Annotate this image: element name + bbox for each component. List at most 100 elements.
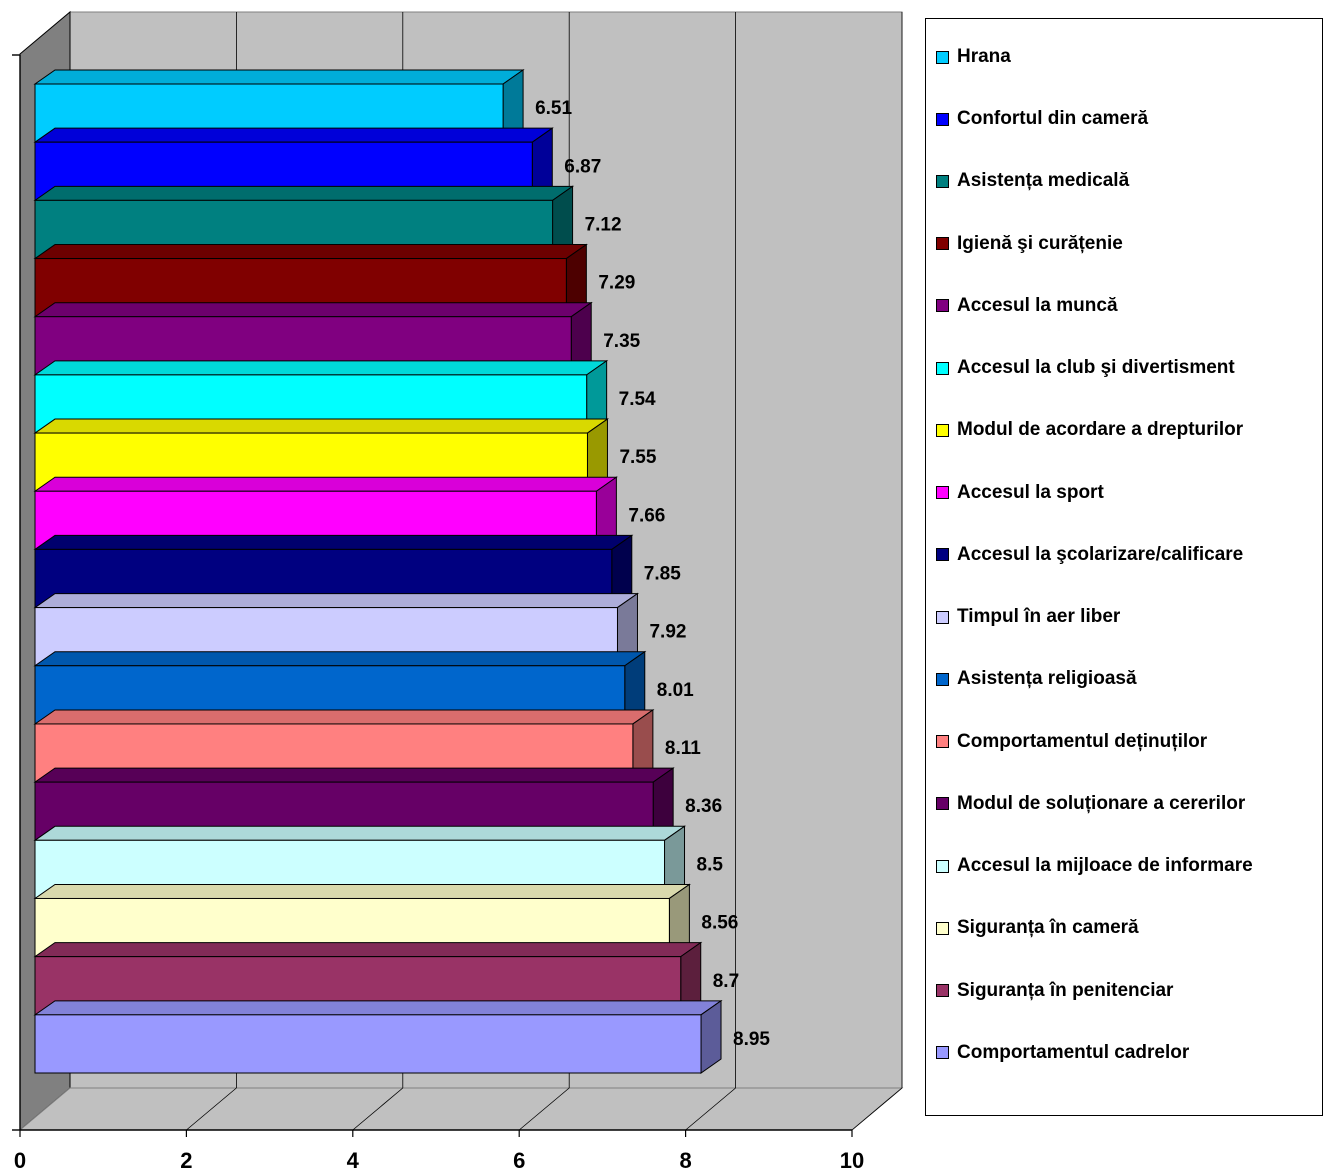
floor-gridline xyxy=(186,1087,237,1131)
data-label: 8.7 xyxy=(713,971,739,992)
legend-swatch xyxy=(936,548,949,562)
legend-item: Comportamentul cadrelor xyxy=(936,1041,1189,1065)
data-label: 7.12 xyxy=(585,214,622,235)
legend-swatch xyxy=(936,921,949,935)
chart-axes: 0 2 4 6 8 10 xyxy=(12,54,864,1173)
legend-item: Accesul la club şi divertisment xyxy=(936,356,1235,380)
legend-label: Modul de soluționare a cererilor xyxy=(957,792,1246,814)
legend-label: Accesul la muncă xyxy=(957,294,1118,316)
floor-gridline xyxy=(685,1087,736,1131)
bar-top xyxy=(33,709,655,725)
bar-top xyxy=(33,476,618,492)
floor-gridline xyxy=(851,1087,903,1131)
legend-label: Comportamentul deținuților xyxy=(957,730,1208,752)
chart-legend: Hrana Confortul din cameră Asistența medic… xyxy=(925,18,1323,1116)
bar-top xyxy=(33,1000,723,1016)
legend-swatch xyxy=(936,361,949,375)
bar-top xyxy=(33,534,634,550)
legend-label: Asistența medicală xyxy=(957,170,1130,192)
legend-item: Siguranța în penitenciar xyxy=(936,979,1173,1003)
data-label: 7.54 xyxy=(619,389,656,410)
legend-swatch xyxy=(936,735,949,749)
legend-label: Modul de acordare a drepturilor xyxy=(957,419,1244,441)
data-label: 8.11 xyxy=(665,738,701,759)
data-label: 8.56 xyxy=(701,913,738,934)
legend-item: Accesul la şcolarizare/calificare xyxy=(936,543,1243,567)
legend-swatch xyxy=(936,672,949,686)
x-tick-label: 10 xyxy=(840,1148,864,1173)
legend-swatch xyxy=(936,797,949,811)
data-label: 7.29 xyxy=(598,273,635,294)
legend-item: Hrana xyxy=(936,45,1011,69)
legend-swatch xyxy=(936,299,949,313)
legend-item: Accesul la sport xyxy=(936,481,1104,505)
legend-label: Timpul în aer liber xyxy=(957,606,1121,628)
data-label: 8.5 xyxy=(697,854,724,875)
legend-item: Comportamentul deținuților xyxy=(936,730,1207,754)
legend-swatch xyxy=(936,610,949,624)
legend-label: Asistența religioasă xyxy=(957,668,1137,690)
x-tick-label: 6 xyxy=(513,1148,525,1173)
floor xyxy=(18,1087,904,1131)
bar-top xyxy=(33,185,575,201)
data-label: 7.92 xyxy=(649,622,686,643)
data-label: 8.95 xyxy=(733,1029,770,1050)
bar-top xyxy=(33,767,675,783)
legend-label: Comportamentul cadrelor xyxy=(957,1041,1190,1063)
legend-item: Asistența medicală xyxy=(936,169,1129,193)
data-label: 6.51 xyxy=(535,98,572,119)
legend-swatch xyxy=(936,486,949,500)
bar-top xyxy=(33,302,593,318)
data-label: 8.36 xyxy=(685,796,722,817)
data-label: 7.85 xyxy=(644,564,681,585)
legend-item: Asistența religioasă xyxy=(936,667,1137,691)
bar-top xyxy=(33,418,610,434)
chart-data-labels: 6.51 6.87 7.12 7.29 7.35 7.54 7.55 7.66 7.85 7.92… xyxy=(535,98,770,1050)
x-tick-label: 2 xyxy=(180,1148,192,1173)
data-label: 7.35 xyxy=(603,331,640,352)
legend-item: Accesul la muncă xyxy=(936,294,1118,318)
legend-label: Accesul la sport xyxy=(957,481,1104,503)
data-label: 7.55 xyxy=(619,447,656,468)
legend-swatch xyxy=(936,50,949,64)
bar-top xyxy=(33,127,554,143)
bar-top xyxy=(33,360,609,376)
legend-label: Confortul din cameră xyxy=(957,108,1149,130)
chart-bars xyxy=(33,69,723,1074)
data-label: 7.66 xyxy=(628,505,665,526)
legend-item: Accesul la mijloace de informare xyxy=(936,854,1253,878)
legend-swatch xyxy=(936,984,949,998)
legend-label: Accesul la şcolarizare/calificare xyxy=(957,543,1244,565)
bar-front xyxy=(34,1014,702,1074)
legend-item: Siguranța în cameră xyxy=(936,916,1139,940)
legend-item: Modul de soluționare a cererilor xyxy=(936,792,1245,816)
legend-swatch xyxy=(936,423,949,437)
bar-top xyxy=(33,651,647,667)
legend-swatch xyxy=(936,859,949,873)
legend-swatch xyxy=(936,237,949,251)
legend-item: Timpul în aer liber xyxy=(936,605,1120,629)
bar-top xyxy=(33,244,588,260)
legend-swatch xyxy=(936,174,949,188)
legend-item: Modul de acordare a drepturilor xyxy=(936,418,1243,442)
data-label: 6.87 xyxy=(564,156,601,177)
legend-swatch xyxy=(936,1046,949,1060)
x-tick-label: 0 xyxy=(14,1148,26,1173)
bar-top xyxy=(33,883,691,899)
x-tick-label: 4 xyxy=(347,1148,360,1173)
legend-item: Confortul din cameră xyxy=(936,107,1148,131)
legend-label: Accesul la mijloace de informare xyxy=(957,855,1253,877)
x-tick-label: 8 xyxy=(679,1148,691,1173)
bar-top xyxy=(33,69,525,85)
bar xyxy=(33,999,723,1074)
legend-label: Siguranța în penitenciar xyxy=(957,979,1174,1001)
legend-label: Hrana xyxy=(957,46,1011,67)
legend-item: Igienă şi curățenie xyxy=(936,232,1123,256)
floor-gridline xyxy=(518,1087,570,1131)
bar-top xyxy=(33,942,703,958)
floor-gridline xyxy=(352,1087,404,1131)
legend-label: Accesul la club şi divertisment xyxy=(957,357,1235,379)
bar-top xyxy=(33,825,687,841)
legend-swatch xyxy=(936,112,949,126)
